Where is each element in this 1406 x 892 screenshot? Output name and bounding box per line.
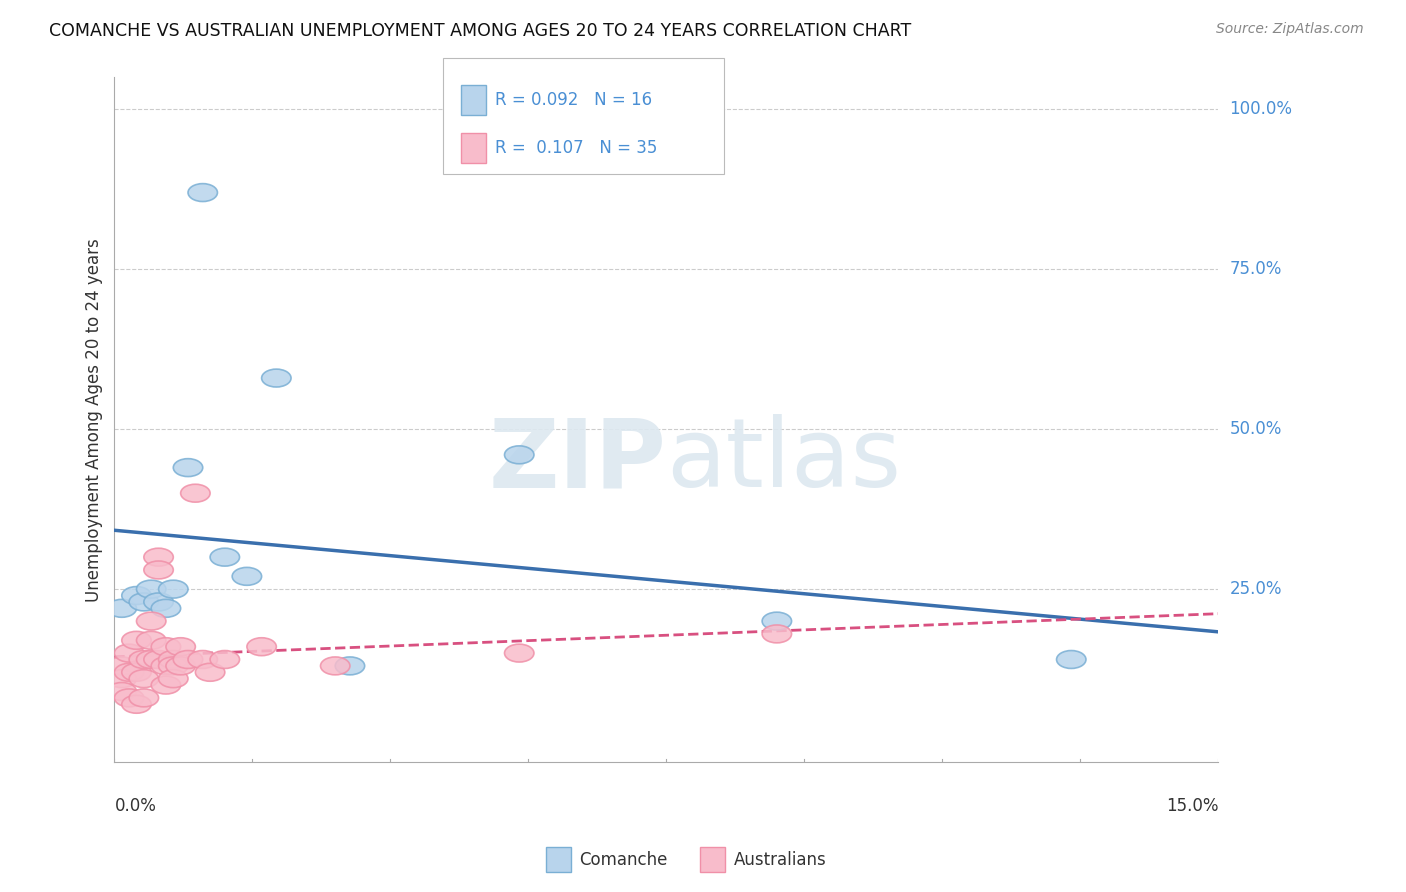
Ellipse shape [1056, 650, 1085, 668]
Ellipse shape [188, 650, 218, 668]
Text: 15.0%: 15.0% [1166, 797, 1219, 814]
Ellipse shape [136, 650, 166, 668]
Text: 50.0%: 50.0% [1230, 420, 1282, 438]
Ellipse shape [122, 696, 152, 714]
Ellipse shape [247, 638, 277, 656]
Ellipse shape [159, 670, 188, 688]
Ellipse shape [173, 458, 202, 476]
Ellipse shape [122, 632, 152, 649]
Text: Source: ZipAtlas.com: Source: ZipAtlas.com [1216, 22, 1364, 37]
Ellipse shape [152, 676, 180, 694]
Ellipse shape [136, 612, 166, 630]
Ellipse shape [129, 593, 159, 611]
Text: ZIP: ZIP [488, 414, 666, 508]
Ellipse shape [143, 549, 173, 566]
Ellipse shape [129, 670, 159, 688]
Ellipse shape [188, 184, 218, 202]
Ellipse shape [159, 650, 188, 668]
Ellipse shape [143, 593, 173, 611]
Ellipse shape [159, 580, 188, 599]
Ellipse shape [129, 689, 159, 706]
Ellipse shape [505, 644, 534, 662]
Ellipse shape [122, 664, 152, 681]
Text: Comanche: Comanche [579, 851, 668, 869]
Ellipse shape [107, 657, 136, 675]
Ellipse shape [107, 599, 136, 617]
Ellipse shape [166, 638, 195, 656]
Ellipse shape [180, 484, 209, 502]
Ellipse shape [173, 650, 202, 668]
Ellipse shape [335, 657, 364, 675]
Text: R =  0.107   N = 35: R = 0.107 N = 35 [495, 139, 657, 157]
Ellipse shape [107, 670, 136, 688]
Text: Australians: Australians [734, 851, 827, 869]
Text: 25.0%: 25.0% [1230, 580, 1282, 599]
Ellipse shape [762, 612, 792, 630]
Ellipse shape [152, 638, 180, 656]
Ellipse shape [136, 580, 166, 599]
Ellipse shape [166, 657, 195, 675]
Text: atlas: atlas [666, 414, 901, 508]
Ellipse shape [762, 625, 792, 643]
Ellipse shape [136, 632, 166, 649]
Text: 0.0%: 0.0% [114, 797, 156, 814]
Ellipse shape [129, 650, 159, 668]
Text: R = 0.092   N = 16: R = 0.092 N = 16 [495, 91, 652, 109]
Ellipse shape [232, 567, 262, 585]
Ellipse shape [209, 650, 239, 668]
Ellipse shape [107, 682, 136, 700]
Ellipse shape [143, 650, 173, 668]
Ellipse shape [143, 561, 173, 579]
Ellipse shape [262, 369, 291, 387]
Ellipse shape [114, 664, 143, 681]
Ellipse shape [114, 689, 143, 706]
Ellipse shape [505, 446, 534, 464]
Ellipse shape [122, 587, 152, 605]
Text: COMANCHE VS AUSTRALIAN UNEMPLOYMENT AMONG AGES 20 TO 24 YEARS CORRELATION CHART: COMANCHE VS AUSTRALIAN UNEMPLOYMENT AMON… [49, 22, 911, 40]
Ellipse shape [321, 657, 350, 675]
Ellipse shape [152, 599, 180, 617]
Y-axis label: Unemployment Among Ages 20 to 24 years: Unemployment Among Ages 20 to 24 years [86, 238, 103, 601]
Text: 100.0%: 100.0% [1230, 101, 1292, 119]
Ellipse shape [209, 549, 239, 566]
Text: 75.0%: 75.0% [1230, 260, 1282, 278]
Ellipse shape [152, 657, 180, 675]
Ellipse shape [114, 644, 143, 662]
Ellipse shape [195, 664, 225, 681]
Ellipse shape [159, 657, 188, 675]
